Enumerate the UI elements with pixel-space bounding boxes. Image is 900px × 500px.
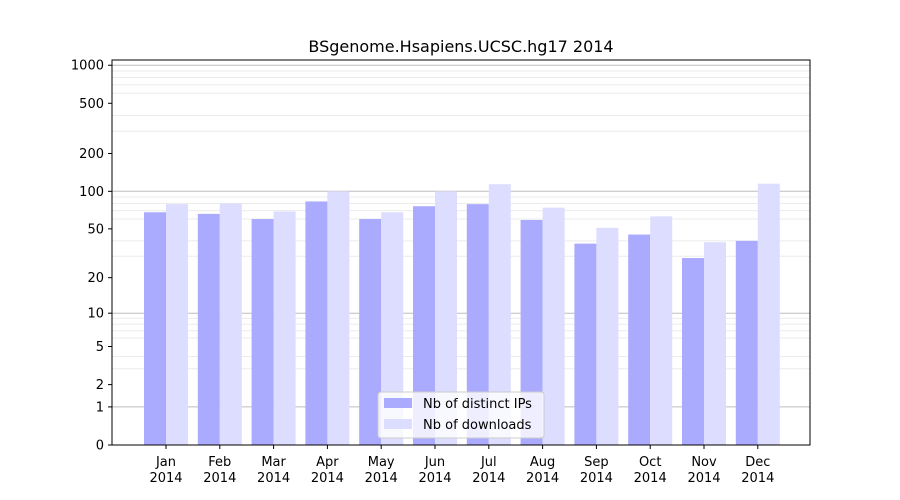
x-tick-label-year: 2014 bbox=[365, 471, 398, 486]
legend-swatch bbox=[384, 398, 412, 408]
x-tick-label: Mar bbox=[261, 455, 286, 470]
x-tick-label: Sep bbox=[584, 455, 609, 470]
y-tick-label: 200 bbox=[79, 147, 104, 162]
y-tick-label: 20 bbox=[87, 271, 104, 286]
x-tick-label: May bbox=[368, 455, 395, 470]
bar-downloads bbox=[435, 191, 457, 445]
x-tick-label: Dec bbox=[745, 455, 770, 470]
y-tick-label: 0 bbox=[96, 439, 104, 454]
x-tick-label: Nov bbox=[691, 455, 717, 470]
bar-downloads bbox=[219, 203, 242, 445]
x-tick-label: Jul bbox=[480, 455, 497, 470]
bar-downloads bbox=[704, 242, 726, 445]
bar-distinct-ips bbox=[574, 243, 597, 445]
bar-distinct-ips bbox=[466, 204, 489, 445]
x-tick-label: Oct bbox=[639, 455, 661, 470]
bar-downloads bbox=[381, 212, 404, 445]
bar-distinct-ips bbox=[197, 213, 220, 445]
bar-downloads bbox=[327, 191, 350, 445]
y-tick-label: 100 bbox=[79, 185, 104, 200]
y-tick-label: 2 bbox=[96, 378, 104, 393]
bar-distinct-ips bbox=[628, 234, 651, 445]
x-tick-label-year: 2014 bbox=[203, 471, 236, 486]
x-axis: Jan2014Feb2014Mar2014Apr2014May2014Jun20… bbox=[149, 445, 774, 486]
legend-swatch bbox=[384, 419, 412, 429]
x-tick-label-year: 2014 bbox=[741, 471, 774, 486]
x-tick-label-year: 2014 bbox=[634, 471, 667, 486]
y-tick-label: 1 bbox=[96, 400, 104, 415]
bar-downloads bbox=[596, 227, 619, 445]
bar-distinct-ips bbox=[735, 240, 758, 445]
bar-downloads bbox=[650, 216, 673, 445]
y-tick-label: 5 bbox=[96, 340, 104, 355]
bar-downloads bbox=[757, 183, 780, 446]
bar-downloads bbox=[488, 184, 511, 445]
x-tick-label: Aug bbox=[530, 455, 555, 470]
y-tick-label: 1000 bbox=[71, 59, 104, 74]
plot-frame bbox=[111, 59, 811, 446]
legend-label: Nb of downloads bbox=[423, 418, 532, 433]
bar-distinct-ips bbox=[520, 219, 543, 445]
bar-distinct-ips bbox=[413, 206, 435, 445]
x-tick-label-year: 2014 bbox=[580, 471, 613, 486]
y-tick-label: 50 bbox=[87, 222, 104, 237]
x-tick-label-year: 2014 bbox=[472, 471, 505, 486]
legend-box bbox=[377, 391, 545, 439]
x-tick-label: Jan bbox=[155, 455, 176, 470]
x-tick-label: Feb bbox=[208, 455, 231, 470]
x-tick-label-year: 2014 bbox=[418, 471, 451, 486]
bar-downloads bbox=[166, 204, 188, 445]
bar-distinct-ips bbox=[682, 258, 704, 445]
x-tick-label-year: 2014 bbox=[526, 471, 559, 486]
y-tick-label: 500 bbox=[79, 97, 104, 112]
x-tick-label: Apr bbox=[316, 455, 339, 470]
bar-distinct-ips bbox=[144, 212, 166, 445]
y-tick-label: 10 bbox=[87, 307, 104, 322]
bars bbox=[144, 183, 780, 446]
y-axis: 0 1 2 5 10 20 50 100 200 500 1000 bbox=[71, 59, 112, 454]
bar-distinct-ips bbox=[251, 219, 274, 445]
legend: Nb of distinct IPs Nb of downloads bbox=[377, 391, 545, 439]
x-tick-label-year: 2014 bbox=[311, 471, 344, 486]
bar-distinct-ips bbox=[359, 219, 382, 445]
chart-title: BSgenome.Hsapiens.UCSC.hg17 2014 bbox=[308, 37, 613, 56]
legend-label: Nb of distinct IPs bbox=[423, 397, 532, 412]
bar-distinct-ips bbox=[305, 201, 328, 445]
bar-downloads bbox=[273, 211, 296, 445]
bar-downloads bbox=[542, 207, 565, 445]
x-tick-label: Jun bbox=[424, 455, 445, 470]
x-tick-label-year: 2014 bbox=[257, 471, 290, 486]
x-tick-label-year: 2014 bbox=[687, 471, 720, 486]
x-tick-label-year: 2014 bbox=[149, 471, 182, 486]
